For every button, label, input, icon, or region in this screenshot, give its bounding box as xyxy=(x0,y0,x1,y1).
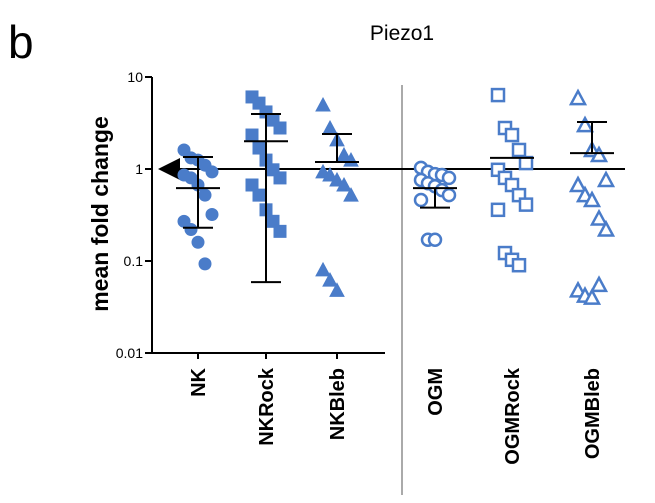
x-tick-label: OGMBleb xyxy=(582,368,604,459)
point xyxy=(245,128,259,142)
point xyxy=(184,222,198,236)
point xyxy=(504,127,520,143)
y-tick-label: 10 xyxy=(127,69,143,85)
point xyxy=(252,188,266,202)
point xyxy=(245,178,259,192)
point xyxy=(198,257,212,271)
point xyxy=(441,170,457,186)
point xyxy=(252,141,266,155)
panel-label: b xyxy=(8,16,34,68)
x-tick-label: NKBleb xyxy=(327,368,349,440)
point xyxy=(596,170,616,188)
x-tick-label: NK xyxy=(188,367,210,396)
y-axis-label: mean fold change xyxy=(87,116,113,312)
x-tick-label: OGMRock xyxy=(502,367,524,465)
point xyxy=(441,187,457,203)
y-tick-label: 0.1 xyxy=(124,253,144,269)
point xyxy=(205,165,219,179)
point xyxy=(511,142,527,158)
point xyxy=(589,208,609,226)
y-tick-label: 1 xyxy=(135,161,143,177)
chart-title: Piezo1 xyxy=(370,22,434,45)
point xyxy=(518,197,534,212)
point xyxy=(427,232,443,248)
x-tick-label: OGM xyxy=(425,368,447,416)
y-tick-label: 0.01 xyxy=(116,345,143,361)
point xyxy=(490,87,506,103)
point xyxy=(582,287,602,305)
x-tick-label: NKRock xyxy=(256,367,278,446)
point xyxy=(198,188,212,202)
point xyxy=(329,282,345,297)
point xyxy=(191,235,205,249)
point xyxy=(273,121,287,135)
point xyxy=(490,202,506,218)
point xyxy=(315,96,331,112)
point xyxy=(336,176,352,192)
point xyxy=(589,145,609,163)
point xyxy=(336,146,352,162)
point xyxy=(596,219,616,237)
point xyxy=(329,171,345,187)
point xyxy=(205,208,219,222)
point xyxy=(568,175,588,193)
point xyxy=(589,275,609,293)
point xyxy=(343,187,359,202)
point xyxy=(315,261,331,277)
point xyxy=(322,166,338,182)
point xyxy=(273,171,287,185)
point xyxy=(322,272,338,287)
point xyxy=(575,115,595,133)
point xyxy=(413,192,429,208)
point xyxy=(568,88,588,106)
point xyxy=(273,224,287,238)
point xyxy=(511,257,527,273)
point xyxy=(582,190,602,208)
reference-arrow xyxy=(158,158,180,180)
point xyxy=(322,119,338,135)
